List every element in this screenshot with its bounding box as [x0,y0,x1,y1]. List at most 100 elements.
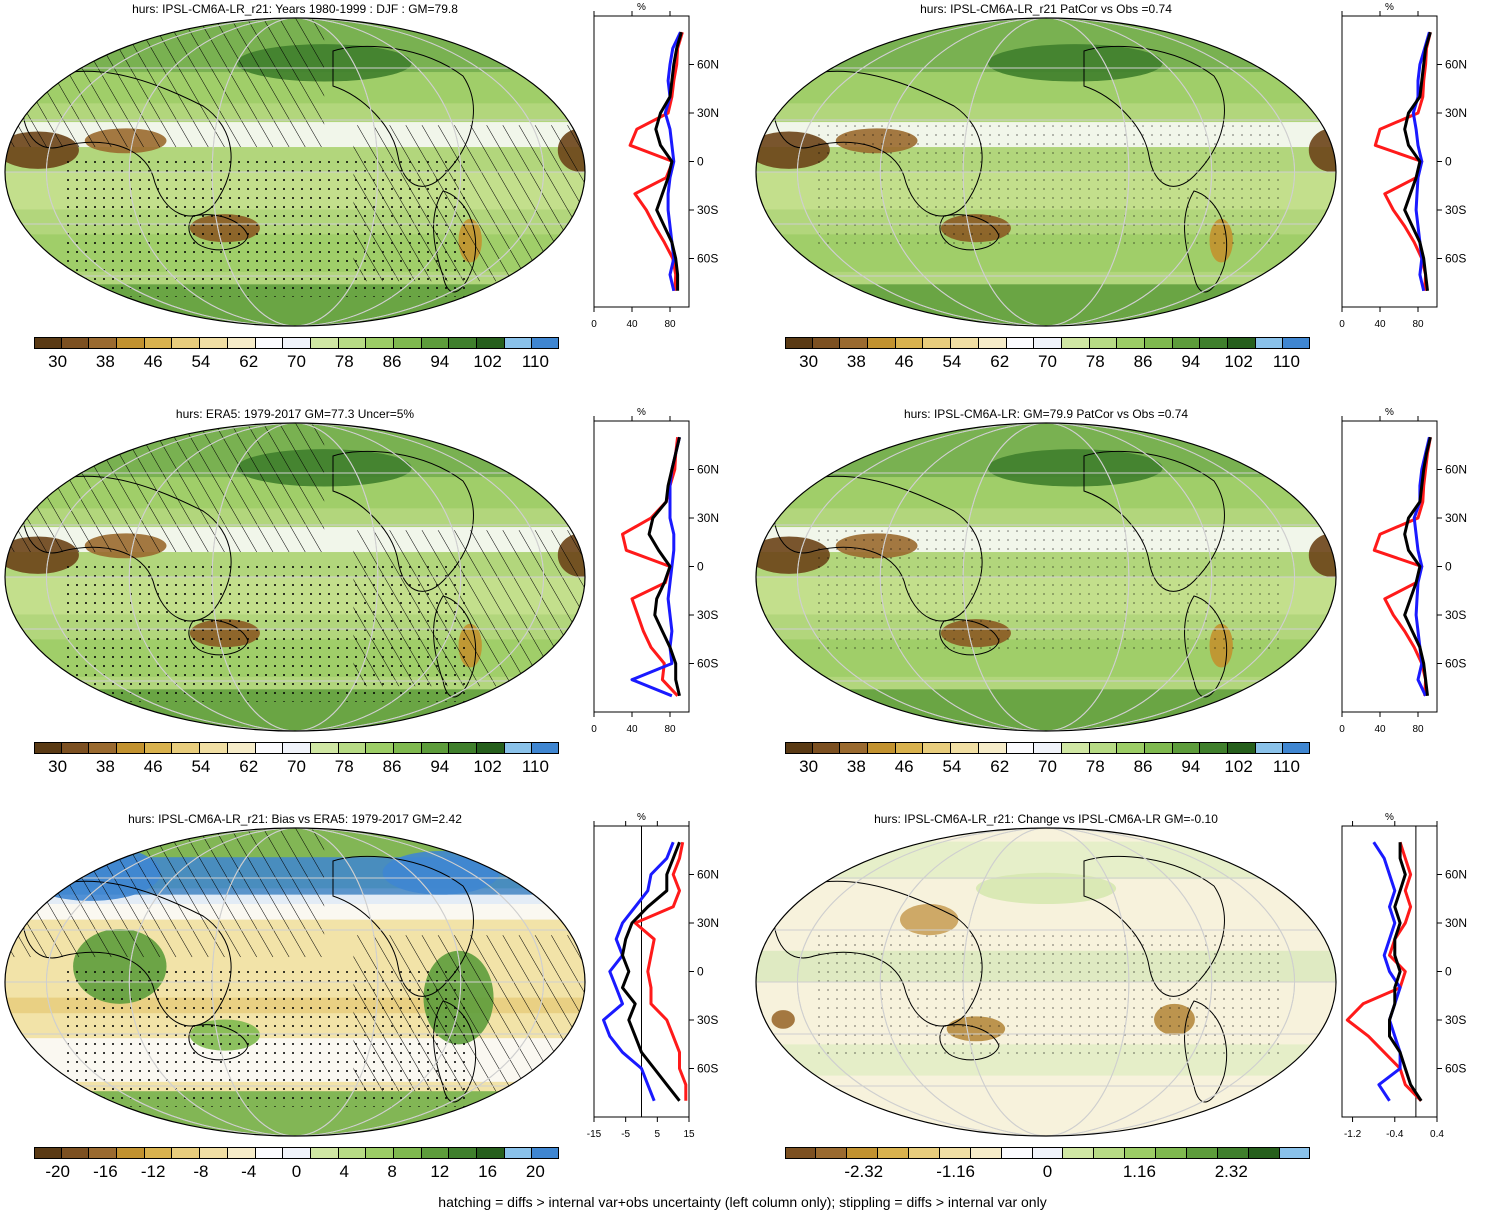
profile-xlabel: % [1385,2,1394,13]
colorbar-swatch [34,1147,62,1159]
colorbar-swatch [846,1147,878,1159]
colorbar-tick-label: 38 [846,757,866,776]
colorbar-tick-label: 8 [387,1162,397,1181]
colorbar-swatch [978,742,1007,754]
profile-ytick-label: 0 [697,560,704,574]
colorbar-tick-label: 4 [339,1162,349,1181]
map-panel [755,422,1337,732]
colorbar-tick-label: 70 [287,352,306,371]
colorbar-tick-label: 46 [143,352,163,371]
profile-ytick-label: 0 [1445,560,1452,574]
colorbar-swatch [1125,1147,1157,1159]
colorbar-tick-label: 94 [1181,757,1201,776]
colorbar-tick-label: 86 [1133,352,1153,371]
colorbar-swatch [1218,1147,1250,1159]
colorbar-tick-label: -16 [93,1162,118,1181]
profile-xtick-label: -0.4 [1386,1129,1404,1140]
profile-ytick-label: 60N [697,58,719,72]
colorbar-tick-label: 78 [1085,757,1105,776]
panel-title: hurs: IPSL-CM6A-LR: GM=79.9 PatCor vs Ob… [903,407,1189,421]
map-panel [4,17,586,327]
colorbar-tick-label: 54 [942,352,962,371]
profile-xlabel: % [1385,407,1394,418]
colorbar-swatch [1061,742,1090,754]
map-land-feature [1308,533,1336,578]
colorbar-swatch [815,1147,847,1159]
graticule-meridian [211,18,379,326]
graticule-meridian [879,18,1213,326]
colorbar-swatch [172,337,201,349]
profile-series-red [633,841,688,1101]
colorbar-tick-label: 54 [942,757,962,776]
colorbar-tick-label: 30 [799,757,819,776]
profile-ytick-label: 60S [1445,252,1466,266]
profile-series-black [1403,31,1432,291]
colorbar-swatch [89,337,118,349]
colorbar-tick-label: 78 [334,352,354,371]
colorbar-swatch [477,1147,505,1159]
zonal-profile: 60N 30N 0 30S 60S -15 -5 5 15% [587,812,719,1140]
colorbar-tick-label: -20 [45,1162,70,1181]
colorbar-swatch [283,742,311,754]
colorbar-swatch [255,337,284,349]
colorbar-swatch [1144,742,1173,754]
colorbar-swatch [785,1147,816,1159]
colorbar-swatch [532,1147,560,1159]
colorbar-swatch [366,337,394,349]
colorbar-swatch [1089,742,1118,754]
colorbar-swatch [117,337,145,349]
colorbar-swatch [923,742,952,754]
profile-ytick-label: 60S [1445,1062,1466,1076]
colorbar-swatch [785,742,813,754]
colorbar-swatch [338,742,367,754]
colorbar-tick-label: 46 [894,352,914,371]
hatching-overlay [5,18,325,148]
colorbar-tick-label: 110 [521,757,549,776]
profile-xtick-label: 5 [655,1129,661,1140]
profile-ytick-label: 60N [697,868,719,882]
profile-ytick-label: 0 [1445,965,1452,979]
colorbar-swatch [449,337,477,349]
colorbar-swatch [908,1147,940,1159]
colorbar-labels: 30 38 46 54 62 70 78 86 94 102 110 [785,352,1310,374]
colorbar-tick-label: 38 [95,352,115,371]
profile-xtick-label: 80 [1412,319,1424,330]
colorbar-swatch [1063,1147,1095,1159]
colorbar-tick-label: 2.32 [1214,1162,1248,1181]
profile-ytick-label: 60N [697,463,719,477]
colorbar-swatch [1255,337,1284,349]
map-panel [755,17,1337,327]
profile-xtick-label: -15 [587,1129,602,1140]
profile-ytick-label: 30N [1445,511,1467,525]
colorbar-tick-label: 16 [478,1162,498,1181]
colorbar-swatch [310,337,339,349]
colorbar-swatch [1283,742,1311,754]
colorbar-tick-label: 38 [95,757,115,776]
zonal-profile: 60N 30N 0 30S 60S 0 40 80% [1339,407,1467,735]
colorbar-labels: -2.32 -1.16 0 1.16 2.32 [785,1162,1310,1184]
colorbar-swatch [338,337,367,349]
zonal-profile: 60N 30N 0 30S 60S 0 40 80% [1339,2,1467,330]
colorbar-swatch [1061,337,1090,349]
map-border [755,422,1337,732]
graticule-meridian [45,828,545,1136]
colorbar-tick-label: 102 [1224,757,1253,776]
colorbar-tick-label: 86 [382,757,402,776]
colorbar-swatch [1200,742,1228,754]
graticule-meridian [128,828,462,1136]
stippling-overlay [812,935,1280,1060]
colorbar-frame [34,337,559,349]
map-panel [4,422,586,732]
profile-xtick-label: 40 [1374,319,1386,330]
profile-ytick-label: 0 [697,965,704,979]
map-land-feature [900,904,959,936]
colorbar-swatch [895,337,924,349]
graticule-meridian [128,423,462,731]
profile-ytick-label: 30S [1445,203,1466,217]
colorbar-swatch [310,1147,339,1159]
colorbar-swatch [785,337,813,349]
profile-ytick-label: 30S [1445,608,1466,622]
colorbar-swatch [1117,337,1145,349]
colorbar-swatch [34,337,62,349]
